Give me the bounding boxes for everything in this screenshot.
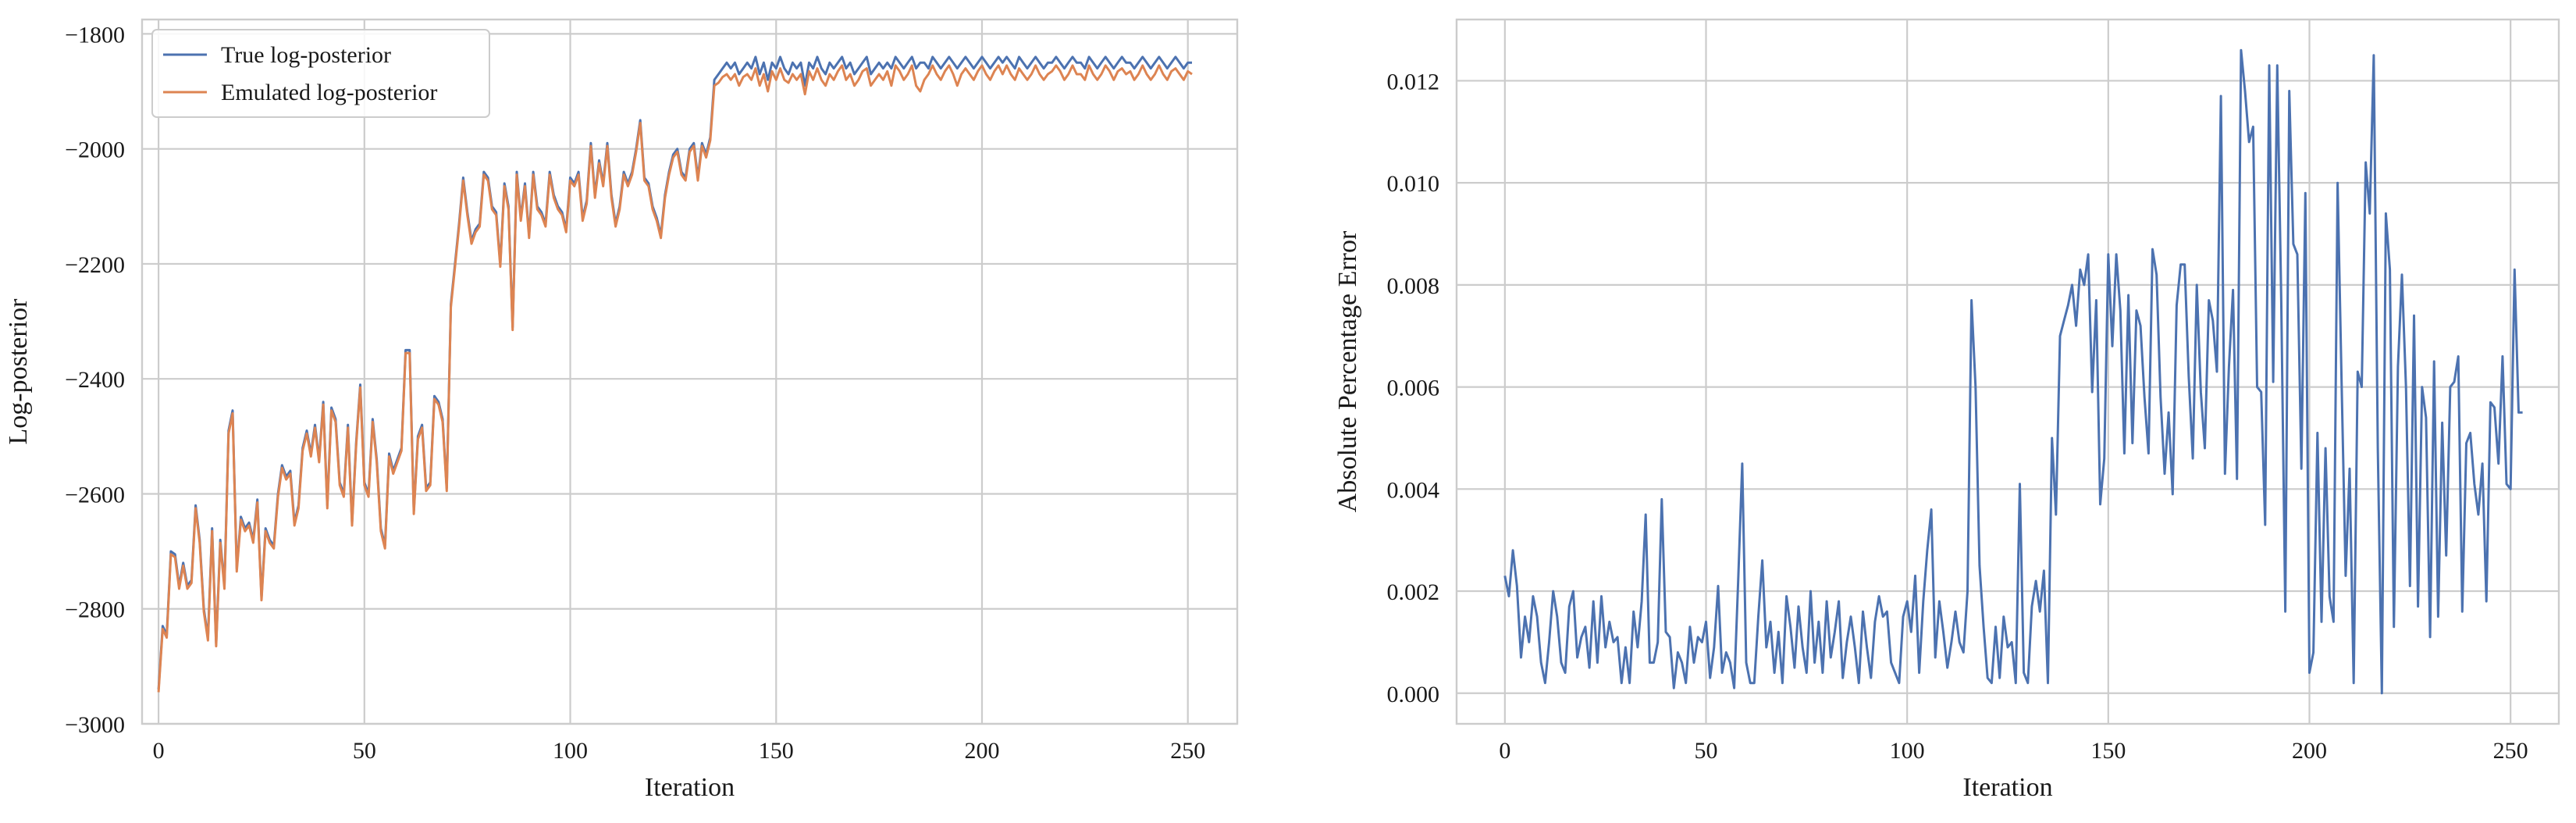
left-xtick-label: 100 <box>553 738 588 764</box>
left-ytick-label: −2400 <box>65 367 125 393</box>
left-legend-label: Emulated log-posterior <box>221 80 437 105</box>
left-ytick-label: −2000 <box>65 137 125 163</box>
left-ytick-label: −3000 <box>65 712 125 738</box>
left-emulated-log-posterior-line <box>157 64 1193 693</box>
right-ytick-label: 0.010 <box>1387 171 1440 197</box>
right-y-axis-label: Absolute Percentage Error <box>1333 230 1362 512</box>
left-ytick-label: −2600 <box>65 482 125 508</box>
left-xtick-label: 50 <box>353 738 376 764</box>
left-x-axis-label: Iteration <box>645 773 735 802</box>
right-error-series-line <box>1503 48 2523 695</box>
left-legend-label: True log-posterior <box>221 42 391 68</box>
right-ytick-label: 0.004 <box>1387 477 1440 503</box>
left-legend-box <box>151 29 490 118</box>
right-x-axis-label: Iteration <box>1962 773 2052 802</box>
right-plot: 0 50 100 150 200 250 0.000 0.002 0.004 0.006 0.008… <box>1333 18 2560 802</box>
right-ytick-label: 0.006 <box>1387 376 1440 401</box>
left-plot: 0 50 100 150 200 250 −3000 −2800 −2600 −2400 −2200… <box>4 18 1239 802</box>
right-axes-frame <box>1455 18 2560 725</box>
left-xtick-label: 0 <box>153 738 165 764</box>
left-xtick-label: 200 <box>964 738 999 764</box>
left-xtick-label: 250 <box>1170 738 1205 764</box>
right-ytick-label: 0.000 <box>1387 682 1440 707</box>
right-xtick-label: 200 <box>2292 738 2327 764</box>
left-ytick-label: −2800 <box>65 597 125 623</box>
left-y-axis-label: Log-posterior <box>4 298 33 445</box>
right-xtick-label: 50 <box>1695 738 1718 764</box>
left-true-log-posterior-line <box>157 55 1192 689</box>
left-axes-frame <box>141 18 1239 725</box>
right-xtick-label: 250 <box>2493 738 2528 764</box>
left-ytick-label: −2200 <box>65 252 125 278</box>
right-xtick-label: 0 <box>1499 738 1510 764</box>
right-ytick-label: 0.012 <box>1387 69 1440 94</box>
left-ytick-label: −1800 <box>65 22 125 48</box>
left-legend: True log-posterior Emulated log-posterior <box>151 29 490 118</box>
left-xtick-label: 150 <box>759 738 794 764</box>
right-ytick-label: 0.008 <box>1387 273 1440 299</box>
right-ytick-label: 0.002 <box>1387 579 1440 605</box>
right-xtick-label: 100 <box>1890 738 1925 764</box>
right-xtick-label: 150 <box>2090 738 2126 764</box>
